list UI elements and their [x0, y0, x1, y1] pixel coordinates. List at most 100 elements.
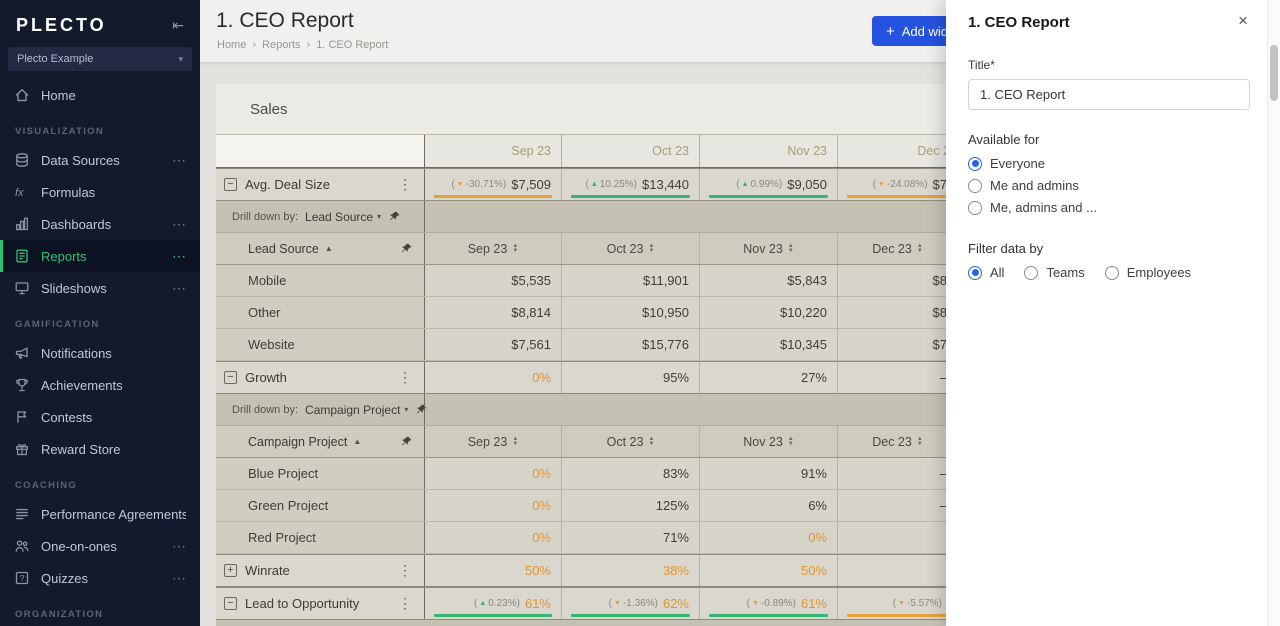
- subheader-column-sep-23[interactable]: Sep 23 ▲ ▼: [424, 426, 561, 457]
- table-row-data-green-project: Green Project 0% 125% 6% –: [216, 490, 957, 522]
- kebab-menu-icon[interactable]: ⋮: [398, 369, 412, 385]
- more-options-icon[interactable]: ⋯: [172, 151, 186, 168]
- metric-value: $7,509: [511, 177, 551, 192]
- sidebar-item-performance-agreements[interactable]: Performance Agreements: [0, 498, 200, 530]
- radio-me-and-admins[interactable]: Me and admins: [968, 178, 1250, 193]
- column-header-oct-23[interactable]: Oct 23: [561, 135, 699, 167]
- arrow-down-icon: ▼: [898, 600, 905, 607]
- kebab-menu-icon[interactable]: ⋮: [398, 595, 412, 611]
- bar-chart-icon: [14, 216, 30, 232]
- sidebar-item-contests[interactable]: Contests: [0, 401, 200, 433]
- sidebar-item-one-on-ones[interactable]: One-on-ones ⋯: [0, 530, 200, 562]
- section-label-organization: ORGANIZATION: [15, 609, 104, 620]
- row-label: Red Project: [216, 522, 424, 553]
- column-header-dec-23[interactable]: Dec 23: [837, 135, 957, 167]
- more-options-icon[interactable]: ⋯: [172, 537, 186, 554]
- collapse-sidebar-icon[interactable]: ⇤: [172, 17, 184, 33]
- agreement-icon: [14, 506, 30, 522]
- metric-label-cell: − Growth ⋮: [216, 362, 424, 393]
- pin-icon[interactable]: [400, 435, 414, 449]
- column-header-sep-23[interactable]: Sep 23: [424, 135, 561, 167]
- sidebar-item-achievements[interactable]: Achievements: [0, 369, 200, 401]
- data-cell: 71%: [561, 522, 699, 553]
- breadcrumb-item-reports[interactable]: Reports: [262, 39, 301, 51]
- subheader-column-nov-23[interactable]: Nov 23 ▲ ▼: [699, 426, 837, 457]
- sort-icon: ▲ ▼: [648, 242, 655, 254]
- radio-teams[interactable]: Teams: [1024, 265, 1085, 280]
- collapse-row-icon[interactable]: −: [224, 371, 237, 384]
- chevron-down-icon: ▾: [178, 53, 183, 64]
- column-header-nov-23[interactable]: Nov 23: [699, 135, 837, 167]
- metric-value: $13,440: [642, 177, 689, 192]
- metric-value: 0%: [532, 370, 551, 385]
- chevron-down-icon: ▾: [404, 405, 409, 414]
- radio-circle-icon: [968, 178, 982, 193]
- scrollbar-thumb[interactable]: [1270, 45, 1278, 101]
- radio-everyone[interactable]: Everyone: [968, 156, 1250, 171]
- subheader-column-dec-23[interactable]: Dec 23 ▲ ▼: [837, 426, 957, 457]
- expand-row-icon[interactable]: +: [224, 564, 237, 577]
- drilldown-spacer: [424, 201, 957, 232]
- breadcrumb-item-home[interactable]: Home: [217, 39, 247, 51]
- sidebar-item-reports[interactable]: Reports ⋯: [0, 240, 200, 272]
- sidebar-item-notifications[interactable]: Notifications: [0, 337, 200, 369]
- section-label-visualization: VISUALIZATION: [15, 126, 105, 137]
- radio-all[interactable]: All: [968, 265, 1004, 280]
- table-row-metric-lead-to-opportunity: − Lead to Opportunity ⋮ (▲ 0.23%) 61% (▼ -1.3…: [216, 587, 957, 620]
- table-row-subheader-lead-source: Lead Source ▲ Sep 23 ▲ ▼ Oct 23 ▲ ▼ Nov 23 ▲ ▼ Dec …: [216, 233, 957, 265]
- workspace-selector[interactable]: Plecto Example ▾: [8, 47, 192, 71]
- sidebar-item-home[interactable]: Home: [0, 79, 200, 111]
- radio-label: Employees: [1126, 265, 1192, 280]
- close-icon[interactable]: ×: [1238, 11, 1248, 30]
- sidebar-item-data-sources[interactable]: Data Sources ⋯: [0, 144, 200, 176]
- radio-employees[interactable]: Employees: [1104, 265, 1192, 280]
- sort-asc-icon: ▲: [324, 244, 333, 253]
- sidebar-item-slideshows[interactable]: Slideshows ⋯: [0, 272, 200, 304]
- kebab-menu-icon[interactable]: ⋮: [398, 562, 412, 578]
- metric-label-cell: − Lead to Opportunity ⋮: [216, 588, 424, 619]
- sidebar-item-dashboards[interactable]: Dashboards ⋯: [0, 208, 200, 240]
- metric-value: $9,050: [787, 177, 827, 192]
- sidebar-item-reward-store[interactable]: Reward Store: [0, 433, 200, 465]
- kebab-menu-icon[interactable]: ⋮: [398, 176, 412, 192]
- panel-scrollbar[interactable]: [1267, 0, 1280, 626]
- subheader-column-oct-23[interactable]: Oct 23 ▲ ▼: [561, 233, 699, 264]
- more-options-icon[interactable]: ⋯: [172, 279, 186, 296]
- collapse-row-icon[interactable]: −: [224, 178, 237, 191]
- subheader-label: Lead Source: [248, 241, 319, 256]
- megaphone-icon: [14, 345, 30, 361]
- arrow-down-icon: ▼: [752, 600, 759, 607]
- drilldown-select[interactable]: Lead Source ▾: [305, 209, 382, 224]
- drilldown-select[interactable]: Campaign Project ▾: [305, 402, 409, 417]
- sidebar: PLECTO ⇤ Plecto Example ▾ Home VISUALIZAT…: [0, 0, 200, 626]
- radio-circle-icon: [968, 265, 982, 280]
- change-percentage: (▲ 10.25%): [585, 179, 637, 190]
- subheader-column-oct-23[interactable]: Oct 23 ▲ ▼: [561, 426, 699, 457]
- change-percentage: (▼ -5.57%): [892, 598, 942, 609]
- more-options-icon[interactable]: ⋯: [172, 247, 186, 264]
- sidebar-item-quizzes[interactable]: ? Quizzes ⋯: [0, 562, 200, 594]
- metric-name: Growth: [245, 370, 287, 385]
- subheader-column-nov-23[interactable]: Nov 23 ▲ ▼: [699, 233, 837, 264]
- settings-panel: 1. CEO Report × Title* Available for Eve…: [946, 0, 1280, 626]
- subheader-column-sep-23[interactable]: Sep 23 ▲ ▼: [424, 233, 561, 264]
- sidebar-item-label: Data Sources: [41, 152, 120, 168]
- pin-icon[interactable]: [400, 242, 414, 256]
- available-for-label: Available for: [968, 132, 1040, 147]
- more-options-icon[interactable]: ⋯: [172, 569, 186, 586]
- data-cell: $8: [837, 265, 957, 296]
- metric-cell: (▲ 0.99%) $9,050: [699, 169, 837, 200]
- subheader-label-cell[interactable]: Campaign Project ▲: [216, 426, 424, 457]
- radio-me-admins-and[interactable]: Me, admins and ...: [968, 200, 1250, 215]
- section-label-gamification: GAMIFICATION: [15, 319, 100, 330]
- data-cell: $10,345: [699, 329, 837, 360]
- sidebar-item-formulas[interactable]: fx Formulas: [0, 176, 200, 208]
- more-options-icon[interactable]: ⋯: [172, 215, 186, 232]
- title-input[interactable]: [968, 79, 1250, 110]
- subheader-column-dec-23[interactable]: Dec 23 ▲ ▼: [837, 233, 957, 264]
- pin-icon[interactable]: [388, 210, 402, 224]
- subheader-label-cell[interactable]: Lead Source ▲: [216, 233, 424, 264]
- sidebar-item-label: Achievements: [41, 377, 123, 393]
- sort-icon: ▲ ▼: [916, 435, 923, 447]
- collapse-row-icon[interactable]: −: [224, 597, 237, 610]
